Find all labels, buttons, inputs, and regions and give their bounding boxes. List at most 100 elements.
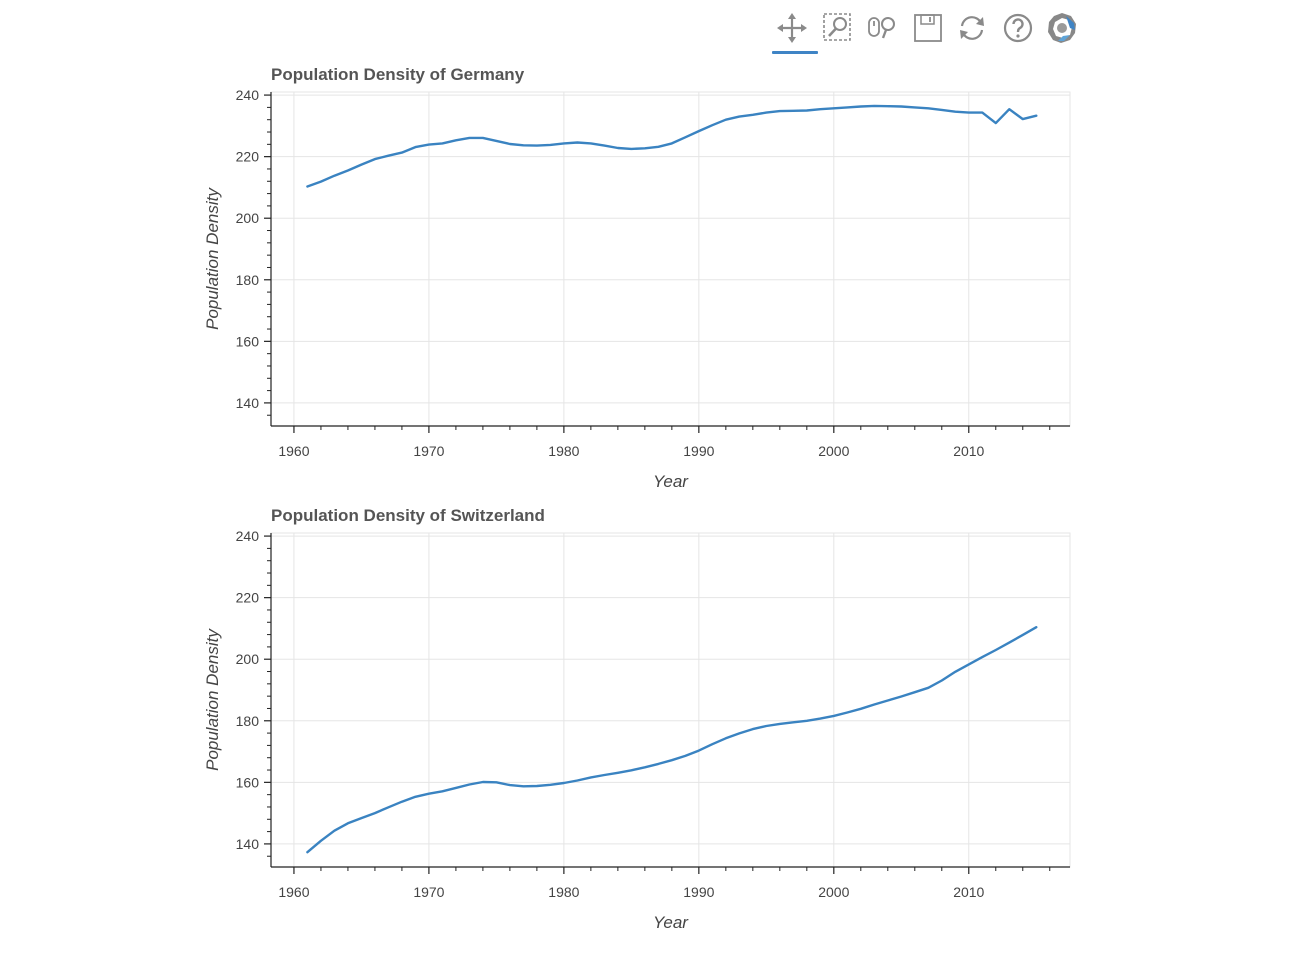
help-tool[interactable] bbox=[1000, 10, 1036, 46]
data-point bbox=[859, 707, 863, 711]
data-point bbox=[319, 179, 323, 183]
data-point bbox=[346, 821, 350, 825]
data-point bbox=[386, 805, 390, 809]
data-point bbox=[953, 110, 957, 114]
data-point bbox=[967, 110, 971, 114]
x-tick-label: 2000 bbox=[818, 443, 849, 459]
bokeh-logo[interactable] bbox=[1044, 10, 1080, 46]
x-tick-label: 1960 bbox=[278, 443, 309, 459]
y-tick-label: 240 bbox=[236, 528, 260, 544]
data-point bbox=[683, 135, 687, 139]
x-tick-label: 1960 bbox=[278, 884, 309, 900]
data-point bbox=[481, 136, 485, 140]
data-point bbox=[616, 771, 620, 775]
data-point bbox=[373, 157, 377, 161]
data-point bbox=[440, 141, 444, 145]
data-point bbox=[656, 762, 660, 766]
data-point bbox=[440, 789, 444, 793]
y-tick-label: 140 bbox=[236, 395, 260, 411]
box-zoom-icon bbox=[823, 13, 851, 41]
data-point bbox=[346, 168, 350, 172]
wheel-zoom-icon bbox=[868, 17, 895, 39]
y-tick-label: 180 bbox=[236, 713, 260, 729]
data-point bbox=[400, 150, 404, 154]
help-icon bbox=[1003, 13, 1033, 43]
box-zoom-tool[interactable] bbox=[820, 10, 856, 46]
data-point bbox=[481, 780, 485, 784]
data-point bbox=[751, 727, 755, 731]
data-point bbox=[1007, 640, 1011, 644]
data-point bbox=[724, 736, 728, 740]
data-point bbox=[967, 662, 971, 666]
x-tick-label: 1990 bbox=[683, 884, 714, 900]
data-point bbox=[467, 782, 471, 786]
y-tick-label: 200 bbox=[236, 210, 260, 226]
switzerland-plot[interactable]: 1960 1970 1980 1990 2000 2010 140 160 180 200 220 2… bbox=[203, 506, 1071, 932]
data-point bbox=[332, 174, 336, 178]
data-point bbox=[643, 765, 647, 769]
reset-tool[interactable] bbox=[954, 10, 990, 46]
data-point bbox=[467, 136, 471, 140]
plot-frame bbox=[270, 532, 1071, 868]
data-point bbox=[413, 795, 417, 799]
data-point bbox=[521, 784, 525, 788]
data-point bbox=[994, 648, 998, 652]
data-point bbox=[805, 108, 809, 112]
data-point bbox=[305, 850, 309, 854]
reset-icon bbox=[960, 16, 984, 40]
series-line bbox=[306, 104, 1038, 188]
data-point bbox=[575, 778, 579, 782]
y-axis-label: Population Density bbox=[203, 187, 222, 330]
data-point bbox=[305, 184, 309, 188]
data-point bbox=[872, 104, 876, 108]
y-axis-label: Population Density bbox=[203, 628, 222, 771]
data-point bbox=[832, 714, 836, 718]
data-point bbox=[535, 143, 539, 147]
data-point bbox=[602, 773, 606, 777]
data-point bbox=[589, 141, 593, 145]
data-point bbox=[737, 114, 741, 118]
data-point bbox=[697, 129, 701, 133]
y-tick-label: 240 bbox=[236, 87, 260, 103]
data-point bbox=[1021, 633, 1025, 637]
bokeh-logo-icon bbox=[1048, 13, 1076, 43]
data-point bbox=[791, 720, 795, 724]
data-point bbox=[386, 154, 390, 158]
x-tick-label: 2010 bbox=[953, 443, 984, 459]
data-point bbox=[548, 143, 552, 147]
data-point bbox=[980, 110, 984, 114]
pan-tool[interactable] bbox=[772, 10, 818, 54]
wheel-zoom-tool[interactable] bbox=[864, 10, 900, 46]
data-point bbox=[845, 105, 849, 109]
data-point bbox=[832, 106, 836, 110]
data-point bbox=[805, 719, 809, 723]
data-point bbox=[1034, 625, 1038, 629]
data-point bbox=[562, 141, 566, 145]
y-tick-label: 160 bbox=[236, 774, 260, 790]
data-point bbox=[764, 724, 768, 728]
save-tool[interactable] bbox=[910, 10, 946, 46]
data-point bbox=[562, 781, 566, 785]
data-point bbox=[697, 748, 701, 752]
data-point bbox=[670, 141, 674, 145]
data-point bbox=[994, 121, 998, 125]
data-point bbox=[656, 145, 660, 149]
data-point bbox=[1007, 107, 1011, 111]
germany-plot[interactable]: 1960 1970 1980 1990 2000 2010 140 160 180 200 220 2… bbox=[203, 65, 1071, 491]
data-point bbox=[643, 146, 647, 150]
data-point bbox=[913, 690, 917, 694]
x-tick-label: 2000 bbox=[818, 884, 849, 900]
data-point bbox=[940, 678, 944, 682]
x-axis-label: Year bbox=[653, 913, 689, 932]
data-point bbox=[454, 786, 458, 790]
data-point bbox=[980, 655, 984, 659]
plot-title: Population Density of Germany bbox=[271, 65, 525, 84]
data-point bbox=[575, 140, 579, 144]
y-tick-label: 220 bbox=[236, 149, 260, 165]
data-point bbox=[494, 139, 498, 143]
data-point bbox=[535, 784, 539, 788]
data-point bbox=[332, 828, 336, 832]
data-point bbox=[508, 783, 512, 787]
data-point bbox=[373, 811, 377, 815]
